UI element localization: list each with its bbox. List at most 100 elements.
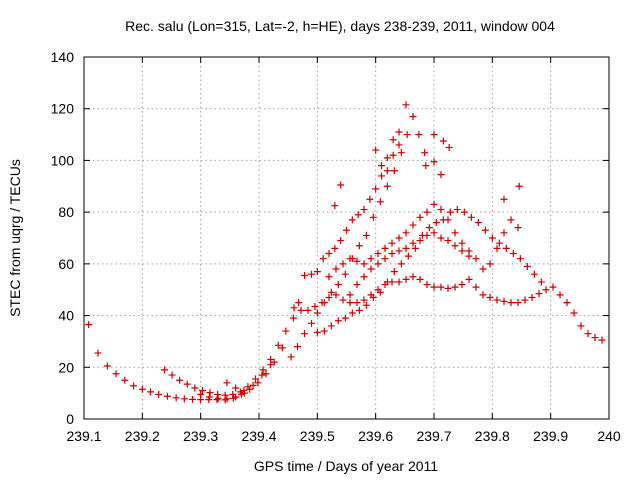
data-point <box>530 270 538 278</box>
data-point <box>430 131 438 139</box>
grid-lines <box>84 57 609 419</box>
data-point <box>409 221 417 229</box>
y-tick-label: 80 <box>58 204 74 220</box>
data-point <box>258 371 266 379</box>
data-point <box>514 224 522 232</box>
data-point <box>432 218 440 226</box>
data-point <box>472 255 480 263</box>
data-point <box>262 370 270 378</box>
data-point <box>304 306 312 314</box>
data-point <box>311 303 319 311</box>
data-point <box>451 242 459 250</box>
data-point <box>404 252 412 260</box>
data-point <box>374 260 382 268</box>
data-point <box>348 216 356 224</box>
data-point <box>112 370 120 378</box>
x-tick-label: 239.5 <box>300 428 335 444</box>
data-point <box>528 293 536 301</box>
data-point <box>318 299 326 307</box>
axis-ticks: 239.1 239.2 239.3 239.4 239.5 239.6 239.7 239.8… <box>51 49 621 444</box>
data-point <box>205 393 213 401</box>
data-point <box>415 131 423 139</box>
data-point <box>327 288 335 296</box>
data-point <box>389 136 397 144</box>
data-point <box>437 206 445 214</box>
data-point <box>378 162 385 170</box>
data-point <box>236 388 244 396</box>
x-tick-label: 239.6 <box>358 428 393 444</box>
data-point <box>383 182 391 190</box>
data-point <box>507 299 515 307</box>
data-point <box>421 149 429 157</box>
data-point <box>521 296 529 304</box>
data-point <box>444 284 452 292</box>
data-point <box>320 327 328 335</box>
data-point <box>416 237 424 245</box>
data-point <box>362 301 370 309</box>
data-point <box>147 388 154 396</box>
data-point <box>465 252 473 260</box>
data-point <box>437 283 445 291</box>
data-point <box>500 195 508 203</box>
data-point <box>308 270 315 278</box>
data-point <box>294 343 301 351</box>
data-point <box>337 237 345 245</box>
data-point <box>416 213 424 221</box>
x-tick-label: 239.1 <box>66 428 101 444</box>
data-point <box>331 244 339 252</box>
data-point <box>383 154 391 162</box>
data-point <box>402 275 410 283</box>
data-point <box>176 376 184 384</box>
data-point <box>486 260 494 268</box>
y-tick-label: 0 <box>66 411 74 427</box>
data-point <box>172 394 180 402</box>
data-point <box>221 391 229 399</box>
data-point <box>355 306 363 314</box>
data-point <box>381 255 389 263</box>
x-tick-label: 239.2 <box>125 428 160 444</box>
data-point <box>598 336 606 344</box>
y-tick-label: 20 <box>58 359 74 375</box>
data-point <box>437 234 445 242</box>
data-point <box>411 244 419 252</box>
data-point <box>486 293 494 301</box>
data-point <box>446 208 454 216</box>
y-tick-label: 60 <box>58 256 74 272</box>
data-point <box>353 281 361 289</box>
data-point <box>515 182 523 190</box>
data-point <box>369 213 377 221</box>
data-point <box>313 268 321 276</box>
data-point <box>348 309 356 317</box>
data-point <box>346 255 354 263</box>
data-point <box>339 260 347 268</box>
data-point <box>85 321 93 329</box>
data-point <box>369 293 377 301</box>
data-point <box>376 198 384 206</box>
x-tick-label: 240 <box>597 428 621 444</box>
data-point <box>549 283 557 291</box>
data-point <box>319 255 327 263</box>
data-point <box>381 244 389 252</box>
data-point <box>360 260 368 268</box>
data-point <box>360 206 368 214</box>
data-points <box>85 101 606 404</box>
data-point <box>395 247 403 255</box>
data-point <box>367 265 375 273</box>
data-point <box>325 250 333 258</box>
data-point <box>259 366 267 374</box>
x-tick-label: 239.8 <box>475 428 510 444</box>
data-point <box>439 137 447 145</box>
data-point <box>577 322 585 330</box>
data-point <box>332 265 340 273</box>
data-point <box>249 381 257 389</box>
data-point <box>372 185 380 193</box>
data-point <box>437 171 445 179</box>
data-point <box>430 283 438 291</box>
data-point <box>430 200 438 208</box>
data-point <box>337 181 345 189</box>
data-point <box>366 195 374 203</box>
data-point <box>388 239 396 247</box>
data-point <box>282 327 290 335</box>
data-point <box>367 255 375 263</box>
